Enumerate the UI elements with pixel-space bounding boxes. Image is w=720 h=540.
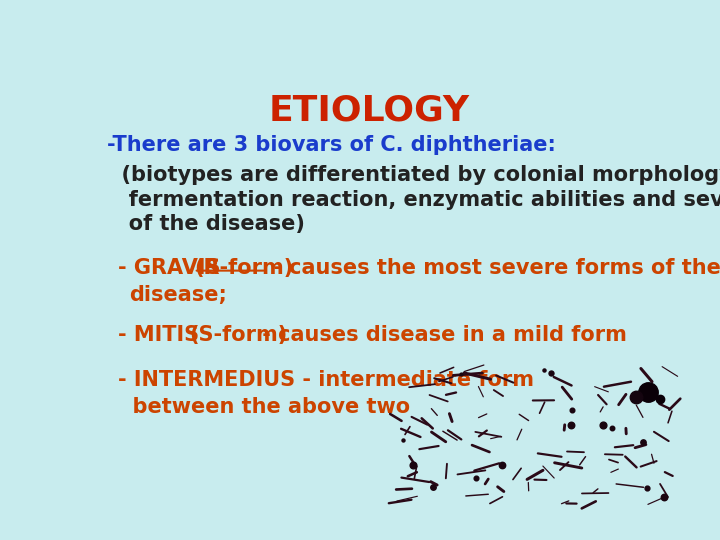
Text: -There are 3 biovars of C. diphtheriae:: -There are 3 biovars of C. diphtheriae: (107, 136, 556, 156)
Text: fermentation reaction, enzymatic abilities and severity: fermentation reaction, enzymatic abiliti… (107, 190, 720, 210)
Text: - INTERMEDIUS - intermediate form: - INTERMEDIUS - intermediate form (118, 370, 534, 390)
Text: (biotypes are differentiated by colonial morphology,: (biotypes are differentiated by colonial… (107, 165, 720, 185)
Text: of the disease): of the disease) (107, 214, 305, 234)
Text: ETIOLOGY: ETIOLOGY (269, 94, 469, 128)
Text: - GRAVIS: - GRAVIS (118, 258, 228, 278)
Text: disease;: disease; (129, 285, 227, 305)
Text: (S-form): (S-form) (189, 325, 287, 345)
Text: - causes disease in a mild form: - causes disease in a mild form (255, 325, 626, 345)
Text: - causes the most severe forms of the: - causes the most severe forms of the (266, 258, 720, 278)
Text: between the above two: between the above two (118, 397, 410, 417)
Text: - MITIS: - MITIS (118, 325, 206, 345)
Text: (R-form): (R-form) (194, 258, 293, 278)
